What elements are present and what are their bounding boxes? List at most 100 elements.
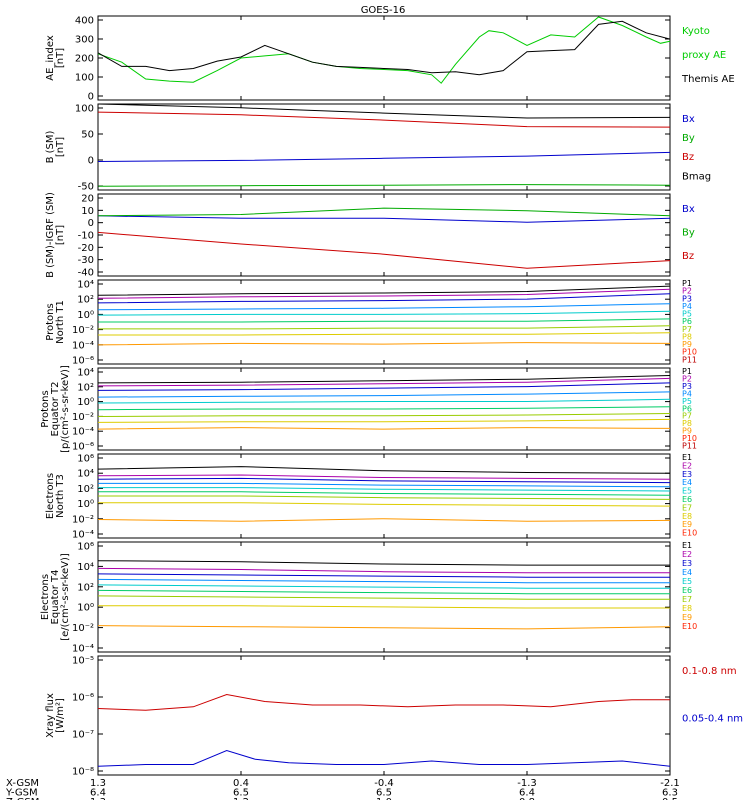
legend-entry: E8	[682, 512, 692, 521]
legend-entry: E1	[682, 453, 692, 462]
legend-entry: E10	[682, 622, 697, 631]
series-bz	[97, 111, 671, 128]
x-axis-value: 6.4	[519, 788, 535, 799]
y-tick-label: 400	[75, 16, 94, 27]
series-e7	[97, 595, 670, 600]
series-bz	[97, 231, 671, 269]
legend-entry: E8	[682, 604, 692, 613]
y-tick-label: 10⁰	[77, 397, 94, 408]
series-0-05-0-4-nm	[97, 749, 671, 767]
x-axis-value: 1.0	[376, 797, 392, 800]
y-tick-label: 10⁻⁶	[72, 693, 94, 704]
x-axis-row-label: Y-GSM	[5, 788, 38, 799]
y-tick-label: 10⁻²	[72, 623, 94, 634]
series-p9	[97, 427, 671, 430]
y-tick-label: 10⁻⁸	[72, 767, 94, 778]
series-themis-ae	[97, 20, 671, 76]
legend-entry: Bz	[682, 251, 694, 262]
y-axis-label: Equator T2	[50, 382, 61, 437]
legend-entry: P3	[682, 382, 692, 391]
x-axis-value: 0.8	[519, 797, 535, 800]
legend-entry: Themis AE	[681, 74, 735, 85]
x-axis-value: 0.5	[662, 797, 678, 800]
legend-entry: Kyoto	[682, 26, 710, 37]
y-tick-label: 10⁻²	[72, 514, 94, 525]
x-axis-row-label: X-GSM	[6, 778, 39, 789]
series-p7	[98, 325, 671, 330]
panel-frame	[97, 103, 671, 191]
series-e2	[97, 474, 671, 480]
y-axis-label: B (SM)-IGRF (SM)	[45, 192, 56, 278]
legend-entry: E6	[682, 586, 692, 595]
y-axis-label: Electrons	[45, 473, 56, 519]
y-axis-label: Xray flux	[45, 693, 56, 738]
y-tick-label: 300	[75, 35, 94, 46]
panel-0: 400 300 200 100 0 AE_index [nT] Kyoto proxy AE Th…	[45, 15, 735, 103]
series-e4	[97, 578, 670, 584]
y-tick-label: 100	[75, 104, 94, 115]
legend-entry: P5	[682, 310, 692, 319]
panel-frame	[97, 193, 671, 277]
x-axis-value: 6.4	[90, 788, 106, 799]
y-axis-label: Electrons	[40, 574, 51, 620]
legend-entry: P10	[682, 434, 697, 443]
series-e6	[98, 491, 671, 496]
legend-entry: P7	[682, 412, 692, 421]
panel-6: 10⁶ 10⁴ 10² 10⁰ 10⁻² 10⁻⁴ Electrons Equator T4[…	[40, 541, 697, 655]
legend-entry: E4	[682, 478, 692, 487]
legend-entry: P4	[682, 389, 692, 398]
legend-entry: P10	[682, 348, 697, 357]
y-tick-label: 10²	[77, 382, 94, 393]
y-tick-label: 10	[81, 206, 94, 217]
y-axis-label: Protons	[45, 303, 56, 340]
y-axis-label: [W/m²]	[55, 698, 66, 733]
series-e4	[98, 482, 671, 488]
y-tick-label: -30	[78, 255, 94, 266]
x-axis-value: 1.2	[233, 797, 249, 800]
y-tick-label: 10⁴	[77, 469, 94, 480]
series-bx	[97, 151, 671, 162]
x-axis-row-label: Z-GSM	[6, 797, 39, 800]
legend-entry: proxy AE	[682, 50, 726, 61]
y-tick-label: 10⁰	[77, 499, 94, 510]
y-tick-label: 10⁻⁵	[72, 656, 94, 667]
legend-entry: Bmag	[682, 171, 711, 182]
series-p3	[97, 293, 671, 304]
series-p2	[97, 377, 671, 387]
y-tick-label: -40	[78, 268, 94, 279]
series-e2	[97, 567, 670, 574]
legend-entry: P6	[682, 317, 692, 326]
series-p5	[97, 310, 671, 316]
chart-title: GOES-16	[361, 5, 406, 16]
x-axis-value: -2.1	[660, 778, 680, 789]
y-axis-label: North T1	[55, 300, 66, 344]
series-e5	[98, 487, 671, 492]
x-axis-value: 0.4	[233, 778, 249, 789]
y-tick-label: 0	[88, 218, 94, 229]
x-axis-value: -0.4	[374, 778, 394, 789]
legend-entry: E7	[682, 503, 692, 512]
series-by	[97, 184, 671, 187]
legend-entry: P2	[682, 287, 692, 296]
legend-entry: E9	[682, 613, 692, 622]
legend-entry: P7	[682, 325, 692, 334]
y-axis-label: [e/(cm²-s-sr-keV)]	[60, 553, 71, 641]
y-axis-label: Protons	[40, 390, 51, 427]
series-p1	[97, 285, 671, 296]
legend-entry: By	[682, 133, 695, 144]
legend-entry: P5	[682, 397, 692, 406]
x-axis-value: -1.3	[517, 778, 537, 789]
y-tick-label: 20	[81, 194, 94, 205]
legend-entry: E7	[682, 595, 692, 604]
series-bmag	[97, 103, 671, 119]
legend-entry: E9	[682, 520, 692, 529]
series-bx	[97, 215, 671, 223]
series-e1	[97, 466, 671, 474]
y-tick-label: -10	[78, 231, 94, 242]
series-p9	[97, 342, 671, 346]
y-tick-label: 10⁴	[77, 280, 94, 291]
series-e8	[98, 502, 671, 507]
legend-entry: E4	[682, 568, 692, 577]
legend-entry: Bx	[682, 114, 695, 125]
